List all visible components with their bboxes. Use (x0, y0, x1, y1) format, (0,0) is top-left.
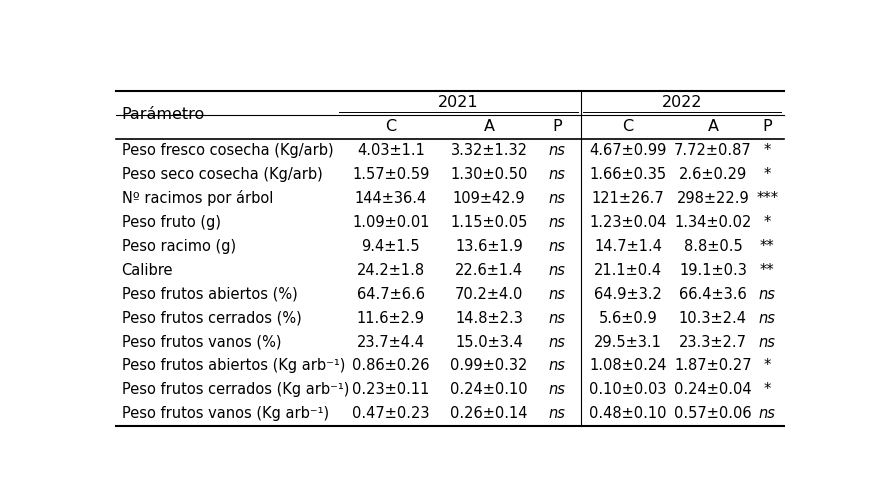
Text: ns: ns (549, 286, 565, 302)
Text: Peso seco cosecha (Kg/arb): Peso seco cosecha (Kg/arb) (122, 167, 322, 182)
Text: 66.4±3.6: 66.4±3.6 (679, 286, 746, 302)
Text: Peso frutos vanos (%): Peso frutos vanos (%) (122, 334, 281, 349)
Text: ns: ns (549, 215, 565, 230)
Text: ns: ns (549, 167, 565, 182)
Text: ns: ns (759, 406, 775, 422)
Text: ns: ns (549, 334, 565, 349)
Text: ns: ns (549, 310, 565, 326)
Text: 21.1±0.4: 21.1±0.4 (594, 262, 662, 278)
Text: ns: ns (549, 358, 565, 374)
Text: **: ** (760, 239, 774, 254)
Text: Peso frutos cerrados (Kg arb⁻¹): Peso frutos cerrados (Kg arb⁻¹) (122, 382, 349, 398)
Text: ns: ns (759, 286, 775, 302)
Text: 1.30±0.50: 1.30±0.50 (451, 167, 528, 182)
Text: 70.2±4.0: 70.2±4.0 (455, 286, 523, 302)
Text: ns: ns (759, 334, 775, 349)
Text: 13.6±1.9: 13.6±1.9 (455, 239, 523, 254)
Text: Peso fresco cosecha (Kg/arb): Peso fresco cosecha (Kg/arb) (122, 143, 333, 158)
Text: 15.0±3.4: 15.0±3.4 (455, 334, 523, 349)
Text: 1.23±0.04: 1.23±0.04 (590, 215, 667, 230)
Text: Nº racimos por árbol: Nº racimos por árbol (122, 190, 273, 206)
Text: Peso frutos abiertos (%): Peso frutos abiertos (%) (122, 286, 298, 302)
Text: 121±26.7: 121±26.7 (592, 191, 664, 206)
Text: 0.86±0.26: 0.86±0.26 (352, 358, 430, 374)
Text: 0.57±0.06: 0.57±0.06 (674, 406, 752, 422)
Text: *: * (764, 215, 771, 230)
Text: **: ** (760, 262, 774, 278)
Text: 64.9±3.2: 64.9±3.2 (594, 286, 662, 302)
Text: 0.24±0.04: 0.24±0.04 (674, 382, 752, 398)
Text: 1.87±0.27: 1.87±0.27 (674, 358, 752, 374)
Text: 23.7±4.4: 23.7±4.4 (357, 334, 424, 349)
Text: 0.26±0.14: 0.26±0.14 (451, 406, 528, 422)
Text: 10.3±2.4: 10.3±2.4 (679, 310, 747, 326)
Text: 5.6±0.9: 5.6±0.9 (598, 310, 657, 326)
Text: 0.23±0.11: 0.23±0.11 (352, 382, 430, 398)
Text: 1.57±0.59: 1.57±0.59 (352, 167, 430, 182)
Text: ns: ns (549, 262, 565, 278)
Text: Parámetro: Parámetro (122, 107, 205, 122)
Text: Peso fruto (g): Peso fruto (g) (122, 215, 220, 230)
Text: 298±22.9: 298±22.9 (676, 191, 749, 206)
Text: C: C (385, 119, 396, 134)
Text: Calibre: Calibre (122, 262, 173, 278)
Text: 14.8±2.3: 14.8±2.3 (455, 310, 523, 326)
Text: 0.99±0.32: 0.99±0.32 (451, 358, 528, 374)
Text: 2021: 2021 (438, 96, 479, 110)
Text: Peso frutos cerrados (%): Peso frutos cerrados (%) (122, 310, 301, 326)
Text: Peso frutos abiertos (Kg arb⁻¹): Peso frutos abiertos (Kg arb⁻¹) (122, 358, 345, 374)
Text: C: C (623, 119, 634, 134)
Text: ns: ns (549, 239, 565, 254)
Text: *: * (764, 358, 771, 374)
Text: 1.08±0.24: 1.08±0.24 (590, 358, 667, 374)
Text: 0.47±0.23: 0.47±0.23 (352, 406, 430, 422)
Text: ns: ns (759, 310, 775, 326)
Text: 144±36.4: 144±36.4 (354, 191, 427, 206)
Text: Peso racimo (g): Peso racimo (g) (122, 239, 235, 254)
Text: 4.03±1.1: 4.03±1.1 (357, 143, 424, 158)
Text: 2022: 2022 (662, 96, 703, 110)
Text: 0.24±0.10: 0.24±0.10 (451, 382, 528, 398)
Text: ns: ns (549, 406, 565, 422)
Text: 14.7±1.4: 14.7±1.4 (594, 239, 662, 254)
Text: 1.34±0.02: 1.34±0.02 (675, 215, 752, 230)
Text: 1.66±0.35: 1.66±0.35 (590, 167, 667, 182)
Text: 109±42.9: 109±42.9 (453, 191, 525, 206)
Text: ns: ns (549, 191, 565, 206)
Text: 4.67±0.99: 4.67±0.99 (590, 143, 667, 158)
Text: 3.32±1.32: 3.32±1.32 (451, 143, 528, 158)
Text: *: * (764, 143, 771, 158)
Text: *: * (764, 167, 771, 182)
Text: 8.8±0.5: 8.8±0.5 (683, 239, 742, 254)
Text: 1.09±0.01: 1.09±0.01 (352, 215, 430, 230)
Text: *: * (764, 382, 771, 398)
Text: Peso frutos vanos (Kg arb⁻¹): Peso frutos vanos (Kg arb⁻¹) (122, 406, 329, 422)
Text: ns: ns (549, 382, 565, 398)
Text: P: P (762, 119, 772, 134)
Text: 7.72±0.87: 7.72±0.87 (674, 143, 752, 158)
Text: 29.5±3.1: 29.5±3.1 (594, 334, 662, 349)
Text: ns: ns (549, 143, 565, 158)
Text: P: P (552, 119, 562, 134)
Text: 2.6±0.29: 2.6±0.29 (679, 167, 747, 182)
Text: 64.7±6.6: 64.7±6.6 (357, 286, 424, 302)
Text: 11.6±2.9: 11.6±2.9 (357, 310, 424, 326)
Text: A: A (707, 119, 718, 134)
Text: ***: *** (756, 191, 778, 206)
Text: A: A (484, 119, 494, 134)
Text: 22.6±1.4: 22.6±1.4 (455, 262, 523, 278)
Text: 24.2±1.8: 24.2±1.8 (357, 262, 425, 278)
Text: 23.3±2.7: 23.3±2.7 (679, 334, 747, 349)
Text: 1.15±0.05: 1.15±0.05 (451, 215, 528, 230)
Text: 9.4±1.5: 9.4±1.5 (361, 239, 420, 254)
Text: 0.48±0.10: 0.48±0.10 (590, 406, 667, 422)
Text: 0.10±0.03: 0.10±0.03 (590, 382, 667, 398)
Text: 19.1±0.3: 19.1±0.3 (679, 262, 747, 278)
